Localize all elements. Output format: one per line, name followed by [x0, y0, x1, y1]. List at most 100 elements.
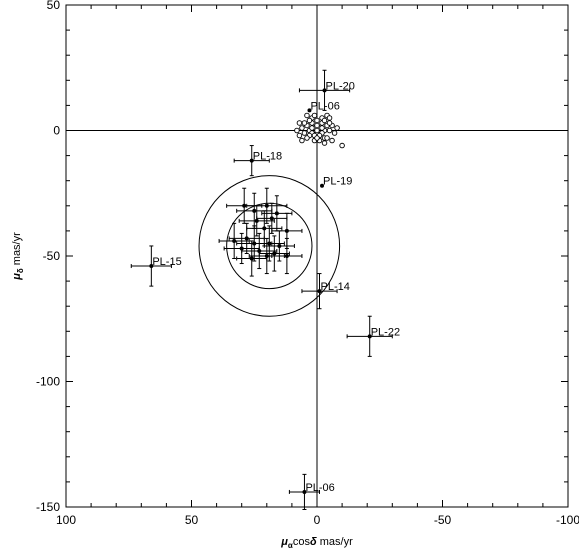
- y-tick-label: -50: [43, 249, 61, 263]
- open-point: [301, 130, 308, 136]
- open-point: [326, 115, 333, 121]
- member-point-marker: [249, 256, 254, 261]
- open-point: [326, 120, 333, 126]
- open-point: [309, 125, 315, 131]
- labeled-star-name: PL-15: [152, 256, 181, 268]
- labeled-star: PL-20: [298, 69, 355, 111]
- open-point: [314, 135, 320, 141]
- x-axis-label-unit: mas/yr: [317, 536, 353, 548]
- member-point-marker: [252, 208, 257, 213]
- open-point: [324, 135, 330, 141]
- member-point-marker: [262, 226, 267, 231]
- y-axis-label-unit: mas/yr: [11, 232, 23, 268]
- labeled-star: PL-22: [346, 315, 400, 357]
- membership-circle: [226, 202, 313, 290]
- selection-circles: [198, 175, 341, 317]
- zero-lines: [66, 5, 568, 507]
- member-point: [236, 240, 268, 277]
- open-point: [301, 120, 308, 126]
- open-point: [306, 117, 313, 124]
- x-tick-label: 100: [56, 513, 76, 527]
- member-point: [218, 222, 250, 260]
- x-tick-label: -100: [556, 513, 579, 527]
- member-point-marker: [242, 203, 247, 208]
- open-point: [296, 132, 303, 139]
- labeled-star-marker: [149, 264, 154, 269]
- member-point-marker: [254, 218, 259, 223]
- member-point-marker: [244, 236, 249, 241]
- open-point: [311, 112, 318, 119]
- labeled-star-marker: [307, 108, 312, 113]
- y-tick-label: 50: [47, 0, 61, 12]
- labeled-star: PL-15: [130, 245, 182, 287]
- labeled-star-marker: [367, 334, 372, 339]
- x-axis-label-cos: cos: [293, 536, 311, 548]
- y-axis-label-subscript: δ: [16, 268, 25, 273]
- member-point: [258, 235, 290, 272]
- labeled-star-marker: [302, 489, 307, 494]
- open-point: [314, 117, 320, 124]
- open-point: [334, 125, 340, 131]
- member-point-marker: [272, 251, 277, 256]
- labeled-star-name: PL-19: [323, 176, 352, 188]
- x-axis-label-symbol: μ: [280, 536, 288, 548]
- member-point: [238, 205, 275, 237]
- y-axis-label: μδ mas/yr: [11, 232, 25, 281]
- member-point-marker: [277, 243, 282, 248]
- x-tick-label: -50: [434, 513, 452, 527]
- open-point: [339, 142, 345, 149]
- y-tick-label: -100: [36, 375, 60, 389]
- member-point-marker: [264, 254, 269, 258]
- member-point: [271, 237, 303, 275]
- member-point-marker: [274, 211, 279, 216]
- labeled-star: PL-06: [288, 473, 335, 511]
- labeled-stars: PL-20 PL-06 PL-18 PL-19 PL-15 PL-14 PL-22 PL-06: [130, 69, 400, 511]
- y-axis-label-symbol: μ: [11, 273, 23, 281]
- open-point: [296, 120, 303, 126]
- labeled-star-name: PL-06: [305, 482, 334, 494]
- open-point: [314, 127, 320, 134]
- x-tick-label: 50: [185, 513, 199, 527]
- member-point-marker: [267, 241, 272, 246]
- member-point-marker: [264, 203, 269, 208]
- labeled-star-marker: [320, 183, 325, 188]
- labeled-star-marker: [322, 88, 327, 93]
- x-axis-label-delta: δ: [310, 536, 317, 548]
- labeled-star-name: PL-06: [310, 100, 339, 112]
- labeled-star-name: PL-20: [326, 80, 355, 92]
- y-tick-label: -150: [36, 500, 60, 514]
- open-point: [304, 135, 310, 141]
- open-point: [329, 137, 335, 144]
- member-point-marker: [284, 254, 289, 258]
- open-point: [299, 137, 305, 144]
- member-point: [241, 232, 278, 270]
- member-point: [256, 202, 288, 234]
- open-point: [319, 125, 325, 131]
- member-point-marker: [269, 216, 274, 221]
- open-point: [326, 127, 333, 134]
- axis-tick-labels: 100 50 0 -50 -100 50 0 -50 -100 -150: [36, 0, 579, 527]
- labeled-star: PL-19: [320, 176, 352, 188]
- labeled-star-name: PL-22: [371, 326, 400, 338]
- labeled-star-name: PL-18: [253, 151, 282, 163]
- axis-ticks: [65, 4, 569, 508]
- open-point: [294, 127, 300, 134]
- member-point-marker: [232, 238, 237, 243]
- member-point-marker: [257, 248, 262, 253]
- labeled-star-marker: [249, 158, 254, 163]
- open-point: [331, 130, 338, 136]
- member-point: [263, 230, 295, 262]
- member-point-marker: [239, 246, 244, 251]
- open-point: [321, 140, 328, 146]
- labeled-star-name: PL-14: [321, 281, 350, 293]
- membership-circle: [198, 175, 341, 317]
- open-point: [321, 117, 328, 124]
- x-axis-label: μαcosδ mas/yr: [280, 536, 353, 550]
- y-tick-label: 0: [53, 124, 60, 138]
- open-point: [304, 112, 310, 119]
- open-point: [314, 122, 320, 129]
- x-axis-label-subscript: α: [288, 541, 293, 550]
- member-point: [246, 187, 288, 224]
- x-tick-label: 0: [314, 513, 321, 527]
